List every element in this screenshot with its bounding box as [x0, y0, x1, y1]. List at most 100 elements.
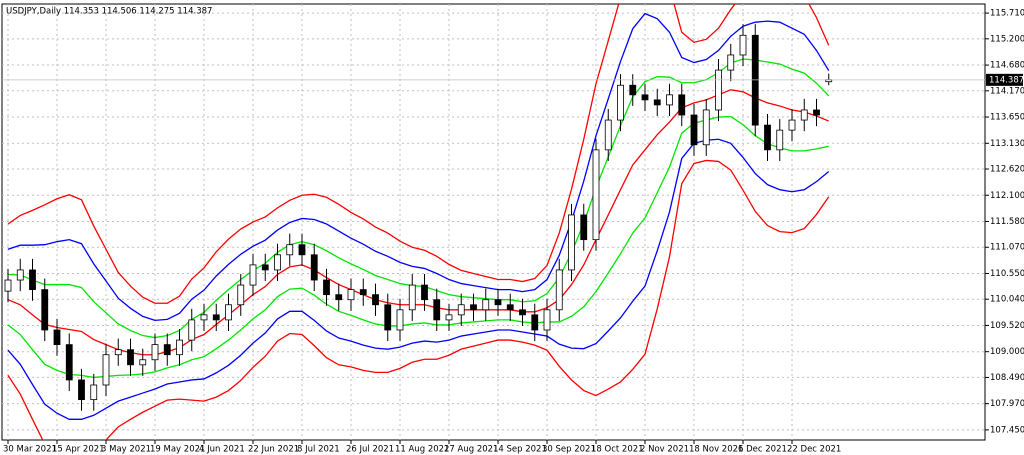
- y-tick-label: 112.620: [990, 165, 1024, 175]
- y-tick-label: 110.550: [990, 269, 1024, 279]
- x-tick-label: 2 Nov 2021: [640, 445, 689, 455]
- last-price-box: [986, 73, 1023, 86]
- candle-body: [800, 109, 808, 121]
- y-tick-label: 108.490: [990, 373, 1024, 383]
- y-tick-label: 114.170: [990, 86, 1024, 96]
- candle-body: [739, 34, 747, 56]
- candle-body: [323, 279, 330, 296]
- candle-body: [286, 244, 294, 256]
- x-tick-label: 15 Apr 2021: [52, 445, 105, 455]
- candle-body: [629, 84, 637, 96]
- y-tick-label: 110.040: [990, 295, 1024, 305]
- candle-body: [813, 109, 820, 116]
- x-tick-label: 3 May 2021: [101, 445, 151, 455]
- candle-body: [715, 69, 722, 111]
- candle-body: [237, 284, 245, 306]
- chart-title: USDJPY,Daily 114.353 114.506 114.275 114…: [6, 7, 212, 17]
- candle-body: [421, 284, 428, 301]
- candle-body: [359, 289, 367, 296]
- candle-body: [78, 379, 85, 401]
- y-tick-label: 115.710: [990, 9, 1024, 19]
- candle-body: [408, 284, 416, 311]
- y-tick-label: 109.520: [990, 321, 1024, 331]
- y-tick-label: 107.970: [990, 399, 1024, 409]
- x-tick-label: 6 Dec 2021: [738, 445, 787, 455]
- candle-body: [727, 54, 735, 71]
- candle-body: [151, 344, 159, 361]
- candle-body: [274, 254, 281, 271]
- candle-body: [788, 119, 796, 131]
- candle-body: [678, 94, 686, 116]
- candle-body: [176, 339, 183, 356]
- candle-body: [641, 94, 649, 101]
- x-tick-label: 4 Jun 2021: [199, 445, 245, 455]
- candle-body: [249, 264, 257, 286]
- candle-body: [457, 304, 465, 316]
- candle-body: [764, 124, 771, 151]
- x-tick-label: 11 Aug 2021: [395, 445, 449, 455]
- x-tick-label: 26 Jul 2021: [346, 445, 394, 455]
- candle-body: [751, 34, 759, 126]
- x-tick-label: 19 May 2021: [150, 445, 205, 455]
- candle-body: [127, 349, 134, 366]
- x-tick-label: 27 Aug 2021: [444, 445, 498, 455]
- candle-body: [653, 99, 661, 106]
- candle-body: [592, 149, 600, 241]
- candle-body: [555, 269, 563, 311]
- x-tick-label: 30 Mar 2021: [3, 445, 57, 455]
- candle-body: [65, 344, 73, 381]
- band-line: [7, 4, 830, 304]
- candle-body: [335, 294, 343, 301]
- candle-body: [261, 264, 269, 271]
- y-tick-label: 111.580: [990, 217, 1024, 227]
- candle-body: [433, 299, 441, 321]
- candle-body: [163, 344, 171, 356]
- band-line: [7, 12, 830, 322]
- candle-body: [53, 329, 61, 346]
- candle-body: [617, 84, 624, 121]
- y-tick-label: 111.070: [990, 243, 1024, 253]
- candle-body: [41, 289, 49, 331]
- band-line: [7, 58, 830, 339]
- band-line: [7, 138, 830, 420]
- candle-body: [445, 314, 453, 321]
- y-tick-label: 114.680: [990, 61, 1024, 71]
- x-tick-label: 30 Sep 2021: [542, 445, 596, 455]
- candle-body: [494, 299, 502, 306]
- candle-body: [212, 314, 220, 321]
- candle-body: [531, 314, 539, 331]
- plot-layer: [4, 4, 833, 440]
- x-tick-label: 22 Dec 2021: [787, 445, 841, 455]
- candle-body: [482, 299, 490, 311]
- candle-body: [188, 319, 196, 341]
- candle-body: [114, 349, 122, 356]
- candle-body: [4, 279, 12, 292]
- y-tick-label: 113.130: [990, 139, 1024, 149]
- last-price-label: 114.387: [989, 75, 1024, 85]
- y-tick-label: 109.000: [990, 347, 1024, 357]
- candle-body: [225, 304, 232, 321]
- candle-body: [90, 384, 98, 401]
- axis-layer: 115.710 115.200 114.680 114.170 113.650 113.1…: [2, 9, 1024, 455]
- candle-body: [666, 94, 673, 106]
- x-tick-label: 18 Oct 2021: [591, 445, 644, 455]
- x-tick-label: 14 Sep 2021: [493, 445, 547, 455]
- plot-frame: [1, 3, 986, 441]
- candle-body: [506, 304, 514, 311]
- y-tick-label: 107.450: [990, 425, 1024, 435]
- candle-body: [470, 304, 477, 311]
- candle-body: [519, 309, 526, 316]
- candle-body: [372, 294, 379, 306]
- candle-body: [16, 269, 24, 281]
- band-line: [7, 89, 829, 356]
- candle-body: [702, 109, 710, 146]
- candle-body: [604, 119, 612, 151]
- candle-body: [139, 359, 147, 366]
- band-line: [7, 159, 830, 440]
- y-tick-label: 113.650: [990, 113, 1024, 123]
- candle-body: [310, 254, 318, 281]
- candle-body: [347, 289, 355, 301]
- grid-layer: [2, 4, 985, 440]
